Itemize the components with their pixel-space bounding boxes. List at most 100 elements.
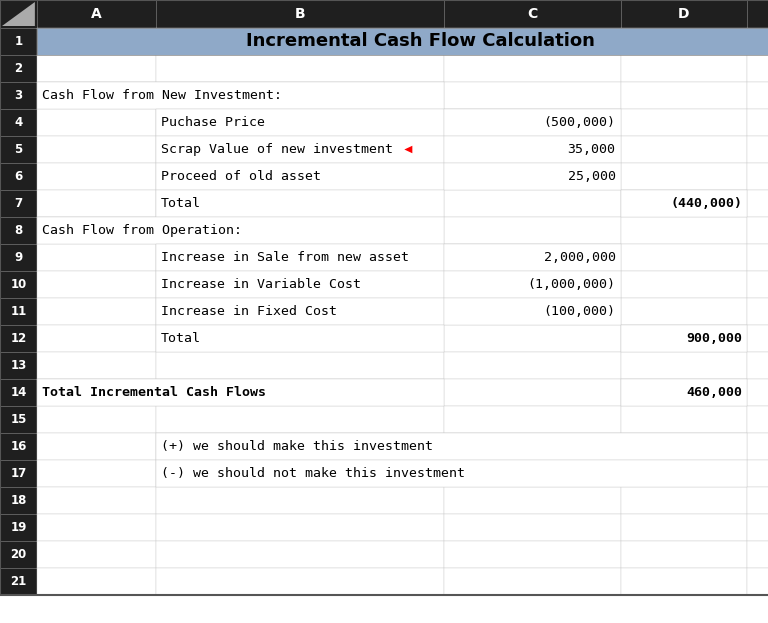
Bar (747, 541, 768, 568)
Bar (444, 244, 621, 271)
Bar (621, 514, 747, 541)
Bar (444, 298, 621, 325)
Text: 7: 7 (15, 197, 22, 210)
Bar (444, 460, 621, 487)
Bar (747, 487, 768, 514)
Bar (444, 136, 621, 163)
Text: (-) we should not make this investment: (-) we should not make this investment (161, 467, 465, 480)
Polygon shape (2, 2, 35, 26)
Bar (156, 325, 444, 352)
Bar (37, 487, 156, 514)
Bar (156, 406, 444, 433)
Text: Total: Total (161, 197, 201, 210)
Bar (444, 244, 621, 271)
Bar (444, 109, 621, 136)
Bar (444, 136, 621, 163)
Bar (156, 433, 747, 460)
Bar (747, 433, 768, 460)
Text: Increase in Fixed Cost: Increase in Fixed Cost (161, 305, 337, 318)
Bar (37, 271, 156, 298)
Bar (156, 433, 747, 460)
Bar (621, 541, 747, 568)
Text: 9: 9 (15, 251, 22, 264)
Bar (156, 352, 444, 379)
Text: Puchase Price: Puchase Price (161, 116, 265, 129)
Text: 3: 3 (15, 89, 22, 102)
Bar (747, 217, 768, 244)
Bar (444, 82, 621, 109)
Bar (444, 325, 621, 352)
Bar (156, 379, 444, 406)
Text: Total: Total (161, 332, 201, 345)
Text: Total Incremental Cash Flows: Total Incremental Cash Flows (42, 386, 266, 399)
Bar (444, 109, 621, 136)
Bar (156, 460, 747, 487)
Bar (0, 514, 37, 541)
Bar (621, 244, 747, 271)
Bar (747, 379, 768, 406)
Text: Cash Flow from Operation:: Cash Flow from Operation: (42, 224, 242, 237)
Bar (444, 190, 621, 217)
Text: 20: 20 (10, 548, 27, 561)
Bar (0, 190, 37, 217)
Bar (747, 568, 768, 595)
Bar (747, 460, 768, 487)
Bar (0, 136, 37, 163)
Text: 2,000,000: 2,000,000 (544, 251, 615, 264)
Bar (747, 0, 768, 28)
Text: 6: 6 (15, 170, 22, 183)
Text: 16: 16 (10, 440, 27, 453)
Bar (156, 190, 444, 217)
Bar (156, 244, 444, 271)
Bar (156, 109, 444, 136)
Bar (37, 379, 156, 406)
Bar (444, 541, 621, 568)
Bar (747, 55, 768, 82)
Text: 1: 1 (15, 35, 22, 48)
Text: (500,000): (500,000) (544, 116, 615, 129)
Bar (37, 55, 156, 82)
Bar (0, 406, 37, 433)
Bar (747, 82, 768, 109)
Bar (747, 136, 768, 163)
Text: C: C (527, 7, 538, 21)
Polygon shape (404, 146, 412, 153)
Bar (747, 325, 768, 352)
Bar (37, 82, 444, 109)
Bar (444, 163, 621, 190)
Bar (444, 0, 621, 28)
Bar (156, 0, 444, 28)
Bar (156, 541, 444, 568)
Bar (444, 244, 621, 271)
Bar (156, 136, 444, 163)
Bar (444, 514, 621, 541)
Bar (621, 136, 747, 163)
Bar (0, 460, 37, 487)
Bar (621, 379, 747, 406)
Bar (37, 217, 156, 244)
Text: Scrap Value of new investment: Scrap Value of new investment (161, 143, 393, 156)
Bar (0, 352, 37, 379)
Bar (37, 109, 156, 136)
Bar (156, 568, 444, 595)
Text: 900,000: 900,000 (687, 332, 742, 345)
Bar (37, 244, 156, 271)
Bar (0, 379, 37, 406)
Bar (747, 28, 768, 55)
Bar (37, 352, 156, 379)
Bar (37, 325, 156, 352)
Bar (747, 514, 768, 541)
Bar (621, 379, 747, 406)
Text: 11: 11 (10, 305, 27, 318)
Text: 35,000: 35,000 (568, 143, 615, 156)
Bar (621, 271, 747, 298)
Bar (444, 379, 621, 406)
Bar (37, 217, 444, 244)
Bar (156, 433, 444, 460)
Bar (156, 298, 444, 325)
Bar (621, 433, 747, 460)
Text: 15: 15 (10, 413, 27, 426)
Bar (444, 271, 621, 298)
Bar (37, 379, 444, 406)
Bar (444, 136, 621, 163)
